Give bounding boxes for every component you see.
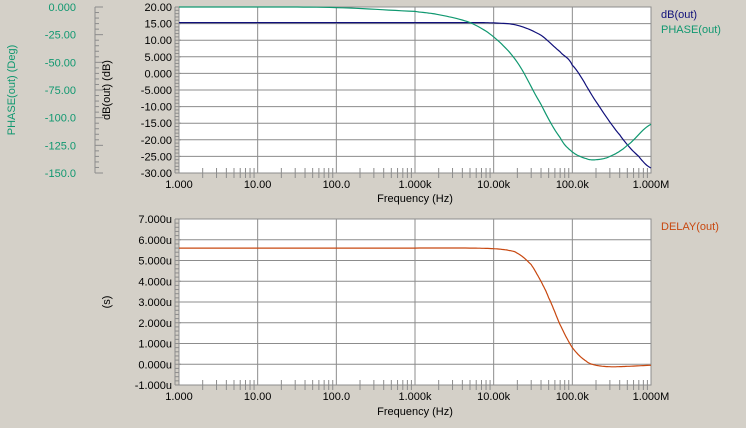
x-tick-label: 10.00	[244, 179, 272, 191]
y-tick-label: -25.00	[45, 30, 76, 42]
series-line-db-out	[179, 22, 652, 169]
y-tick-label: -5.000	[141, 85, 172, 97]
x-tick-label: 100.0	[323, 179, 351, 191]
y-tick-label: 5.000	[144, 52, 172, 64]
x-tick-label: 10.00k	[477, 179, 511, 191]
y-tick-label: 6.000u	[138, 235, 172, 247]
x-tick-label: 10.00	[244, 391, 272, 403]
y-tick-label: 1.000u	[138, 339, 172, 351]
x-tick-label: 10.00k	[477, 391, 511, 403]
y-tick-label: 0.000u	[138, 359, 172, 371]
x-tick-label: 100.0k	[556, 179, 590, 191]
legend-entry: DELAY(out)	[661, 221, 719, 233]
y-tick-label: -15.00	[141, 118, 172, 130]
series-line-phase-out	[179, 6, 652, 161]
y-tick-label: 10.00	[144, 35, 172, 47]
x-tick-label: 100.0	[323, 391, 351, 403]
series-line-delay-out	[179, 247, 651, 368]
y-tick-label: -30.00	[141, 168, 172, 180]
legend-entry: PHASE(out)	[661, 24, 721, 36]
plot-frame	[178, 6, 652, 174]
x-tick-label: 1.000M	[633, 179, 670, 191]
x-tick-label: 100.0k	[556, 391, 590, 403]
y-tick-label: 0.000	[144, 68, 172, 80]
y-tick-label: 2.000u	[138, 318, 172, 330]
y-axis-title: (s)	[101, 296, 113, 309]
x-tick-label: 1.000	[165, 179, 193, 191]
y-tick-label: 3.000u	[138, 297, 172, 309]
y-axis-title: PHASE(out) (Deg)	[6, 45, 18, 135]
x-axis-label: Frequency (Hz)	[377, 406, 453, 418]
y-tick-label: -150.0	[45, 168, 76, 180]
y-tick-label: -10.00	[141, 102, 172, 114]
y-tick-label: -25.00	[141, 151, 172, 163]
y-tick-label: -50.00	[45, 57, 76, 69]
y-tick-label: -75.00	[45, 85, 76, 97]
legend-entry: dB(out)	[661, 9, 697, 21]
y-tick-label: 15.00	[144, 19, 172, 31]
y-tick-label: 7.000u	[138, 214, 172, 226]
y-tick-label: -1.000u	[135, 380, 172, 392]
x-axis-label: Frequency (Hz)	[377, 193, 453, 205]
y-tick-label: -100.0	[45, 113, 76, 125]
y-tick-label: -125.0	[45, 140, 76, 152]
y-tick-label: 0.000	[48, 2, 76, 14]
y-tick-label: 4.000u	[138, 276, 172, 288]
plot-frame	[178, 218, 652, 386]
y-tick-label: -20.00	[141, 135, 172, 147]
x-tick-label: 1.000M	[633, 391, 670, 403]
y-tick-label: 20.00	[144, 2, 172, 14]
x-tick-label: 1.000	[165, 391, 193, 403]
y-axis-title: dB(out) (dB)	[101, 60, 113, 120]
y-tick-label: 5.000u	[138, 256, 172, 268]
x-tick-label: 1.000k	[398, 179, 432, 191]
x-tick-label: 1.000k	[398, 391, 432, 403]
